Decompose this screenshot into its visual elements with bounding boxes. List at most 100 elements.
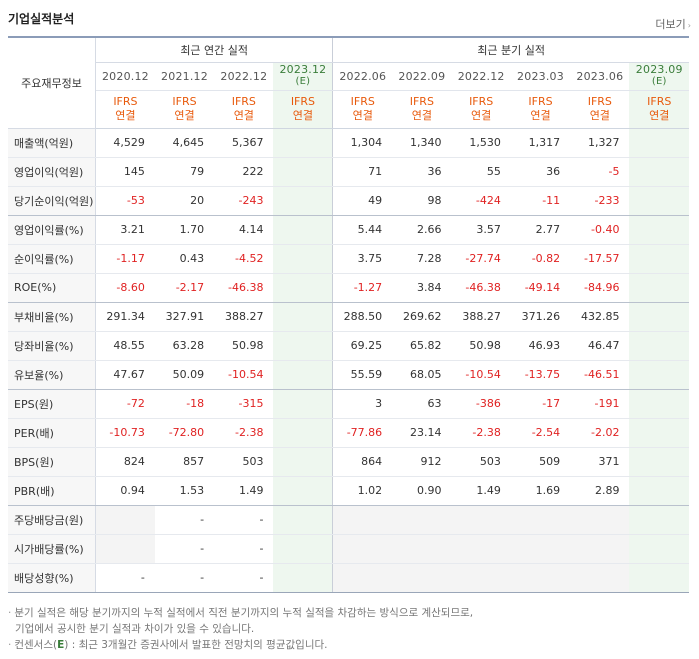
table-cell: -8.60: [95, 273, 155, 303]
table-cell: [273, 534, 333, 564]
table-cell: [629, 389, 689, 419]
table-cell: [273, 505, 333, 535]
table-cell: 509: [510, 447, 571, 477]
table-cell: 432.85: [570, 302, 630, 332]
table-cell: [629, 157, 689, 187]
row-label: 당기순이익(억원): [8, 186, 96, 216]
table-cell: -10.73: [95, 418, 155, 448]
table-cell: 46.47: [570, 331, 630, 361]
table-cell: 79: [154, 157, 215, 187]
table-cell: 1.49: [214, 476, 274, 506]
table-cell: [570, 505, 630, 535]
period-header: 2022.06: [332, 62, 393, 91]
table-row: 배당성향(%) - - -: [8, 563, 689, 593]
table-cell: 371.26: [510, 302, 571, 332]
table-cell: 503: [451, 447, 511, 477]
table-cell: -11: [510, 186, 571, 216]
table-cell: -27.74: [451, 244, 511, 274]
table-cell: 371: [570, 447, 630, 477]
table-cell: 269.62: [392, 302, 452, 332]
table-cell: [570, 563, 630, 593]
table-cell: 1.53: [154, 476, 215, 506]
table-cell: 1.70: [154, 215, 215, 245]
accounting-basis: IFRS 연결: [451, 90, 511, 129]
table-cell: [629, 302, 689, 332]
table-cell: [95, 505, 155, 535]
table-cell: 50.98: [214, 331, 274, 361]
table-cell: 20: [154, 186, 215, 216]
group-quarter-header: 최근 분기 실적: [332, 36, 689, 63]
table-cell: [273, 331, 333, 361]
table-cell: -46.38: [214, 273, 274, 303]
table-cell: [332, 505, 393, 535]
row-label: 순이익률(%): [8, 244, 96, 274]
table-cell: 1.69: [510, 476, 571, 506]
table-cell: [95, 534, 155, 564]
table-cell: -13.75: [510, 360, 571, 390]
more-link[interactable]: 더보기 ›: [655, 16, 691, 32]
table-cell: 36: [392, 157, 452, 187]
table-cell: 864: [332, 447, 393, 477]
table-cell: -191: [570, 389, 630, 419]
table-row: PER(배) -10.73 -72.80 -2.38 -77.86 23.14 -2.38-…: [8, 418, 689, 448]
table-cell: -: [154, 534, 215, 564]
table-cell: -46.51: [570, 360, 630, 390]
accounting-basis: IFRS 연결: [570, 90, 630, 129]
table-cell: -77.86: [332, 418, 393, 448]
table-cell: 1,530: [451, 128, 511, 158]
table-cell: [273, 302, 333, 332]
table-cell: 0.43: [154, 244, 215, 274]
table-row: ROE(%) -8.60 -2.17 -46.38 -1.27 3.84 -46.38 -49…: [8, 273, 689, 303]
table-cell: 3.21: [95, 215, 155, 245]
table-cell: [629, 418, 689, 448]
more-label: 더보기: [655, 18, 686, 31]
table-cell: -2.17: [154, 273, 215, 303]
table-cell: [273, 360, 333, 390]
section-header: 기업실적분석 더보기 ›: [8, 10, 691, 36]
table-cell: [273, 244, 333, 274]
table-cell: [273, 476, 333, 506]
footnote-quarterly: · 분기 실적은 해당 분기까지의 누적 실적에서 직전 분기까지의 누적 실적을…: [8, 607, 474, 619]
table-cell: 1,317: [510, 128, 571, 158]
accounting-basis: IFRS 연결: [629, 90, 689, 129]
table-row: BPS(원) 824 857 503 864 912 503 509 371: [8, 447, 689, 477]
table-cell: 388.27: [214, 302, 274, 332]
table-cell: [510, 563, 571, 593]
table-cell: [273, 273, 333, 303]
row-label: 시가배당률(%): [8, 534, 96, 564]
table-cell: -: [95, 563, 155, 593]
row-label: 영업이익(억원): [8, 157, 96, 187]
period-header: 2021.12: [154, 62, 215, 91]
table-cell: 4,529: [95, 128, 155, 158]
table-cell: 388.27: [451, 302, 511, 332]
table-row: 시가배당률(%) - -: [8, 534, 689, 564]
table-row: 영업이익률(%) 3.21 1.70 4.14 5.44 2.66 3.57 2.77 -0.4…: [8, 215, 689, 245]
table-cell: -2.38: [214, 418, 274, 448]
table-cell: [629, 273, 689, 303]
table-cell: -: [154, 563, 215, 593]
table-cell: 2.89: [570, 476, 630, 506]
row-label: 매출액(억원): [8, 128, 96, 158]
table-cell: 3.84: [392, 273, 452, 303]
table-row: 당기순이익(억원) -53 20 -243 49 98 -424 -11 -233: [8, 186, 689, 216]
table-cell: [273, 215, 333, 245]
period-header: 2020.12: [95, 62, 155, 91]
table-row: 순이익률(%) -1.17 0.43 -4.52 3.75 7.28 -27.74 -0.82…: [8, 244, 689, 274]
table-cell: -18: [154, 389, 215, 419]
table-cell: -0.82: [510, 244, 571, 274]
table-cell: 857: [154, 447, 215, 477]
table-cell: 49: [332, 186, 393, 216]
table-row: 유보율(%) 47.67 50.09 -10.54 55.59 68.05 -10.54 -1…: [8, 360, 689, 390]
table-cell: 2.66: [392, 215, 452, 245]
table-cell: [451, 563, 511, 593]
table-cell: 1.49: [451, 476, 511, 506]
table-cell: 2.77: [510, 215, 571, 245]
period-header: 2023.09 (E): [629, 62, 689, 91]
table-cell: [392, 505, 452, 535]
table-cell: [273, 563, 333, 593]
table-cell: -: [214, 505, 274, 535]
table-cell: -10.54: [451, 360, 511, 390]
table-cell: -243: [214, 186, 274, 216]
table-cell: 68.05: [392, 360, 452, 390]
row-label: 부채비율(%): [8, 302, 96, 332]
